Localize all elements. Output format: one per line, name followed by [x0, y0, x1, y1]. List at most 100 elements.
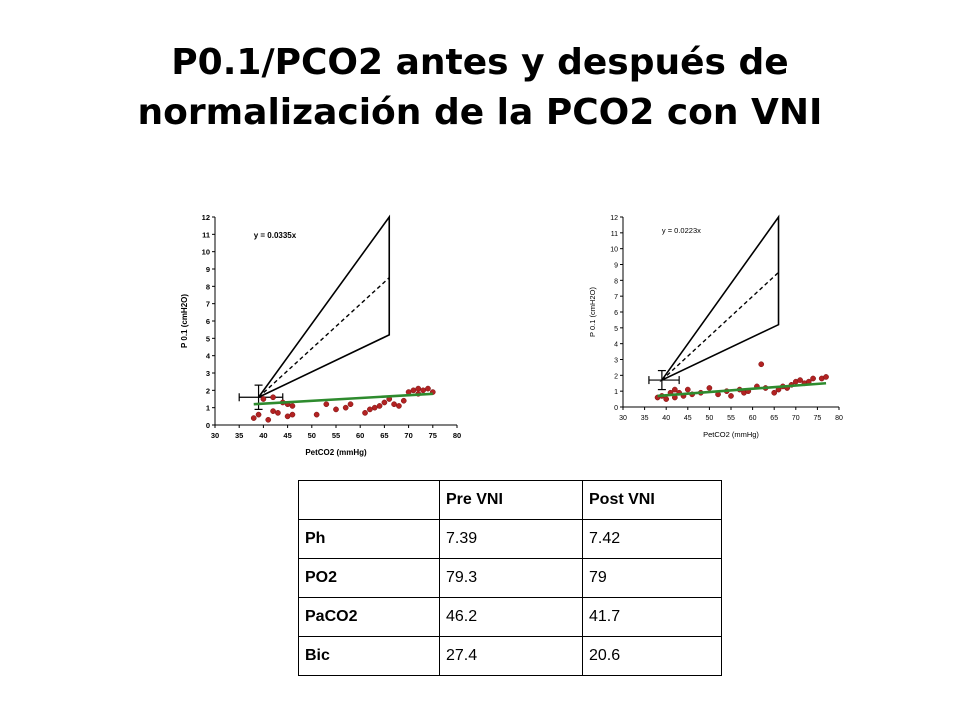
data-point: [415, 385, 422, 392]
y-tick-label: 8: [614, 278, 618, 285]
y-tick-label: 12: [610, 215, 618, 222]
y-tick-label: 9: [614, 263, 618, 270]
envelope-triangle: [659, 214, 780, 383]
slide-title: P0.1/PCO2 antes y después de normalizaci…: [0, 38, 960, 138]
x-tick-label: 35: [235, 431, 243, 440]
x-tick-label: 80: [835, 415, 843, 422]
y-tick-label: 0: [614, 405, 618, 412]
y-tick-label: 5: [614, 326, 618, 333]
y-tick-label: 3: [614, 358, 618, 365]
data-point: [342, 404, 349, 411]
table-header-cell: Pre VNI: [439, 480, 583, 520]
data-point: [265, 416, 272, 423]
table-header-cell: [298, 480, 440, 520]
data-point: [396, 403, 402, 409]
x-axis-label: PetCO2 (mmHg): [703, 430, 759, 439]
data-point: [771, 389, 778, 396]
data-point: [376, 403, 383, 409]
data-point: [367, 406, 373, 413]
x-tick-label: 60: [356, 431, 364, 440]
table-cell: 46.2: [439, 597, 583, 637]
fit-line: [253, 392, 433, 406]
data-point: [333, 406, 339, 413]
y-axis-label: P 0.1 (cmH2O): [180, 294, 189, 348]
data-point: [728, 393, 734, 399]
data-point: [410, 387, 417, 394]
data-point: [250, 415, 257, 421]
x-tick-label: 50: [706, 415, 714, 422]
data-point: [255, 411, 262, 418]
x-tick-label: 50: [308, 431, 316, 440]
title-line-1: P0.1/PCO2 antes y después de: [171, 42, 789, 83]
data-point: [810, 375, 816, 382]
data-point: [371, 404, 378, 411]
x-tick-label: 60: [749, 415, 757, 422]
data-point: [313, 411, 320, 418]
x-tick-label: 55: [727, 415, 735, 422]
y-tick-label: 11: [202, 230, 210, 239]
table-header-cell: Post VNI: [582, 480, 722, 520]
y-tick-label: 10: [202, 248, 210, 257]
y-tick-label: 10: [610, 247, 618, 254]
x-tick-label: 40: [259, 431, 267, 440]
x-tick-label: 65: [380, 431, 388, 440]
data-point: [270, 394, 276, 401]
equation-label: y = 0.0223x: [662, 226, 701, 235]
blood-gas-table: Pre VNI Post VNI Ph 7.39 7.42 PO2 79.3 7…: [298, 480, 722, 676]
table-cell: 7.39: [439, 519, 583, 559]
table-row: Ph 7.39 7.42: [298, 519, 722, 559]
table-cell: 79: [582, 558, 722, 598]
envelope-triangle: [257, 214, 391, 398]
y-tick-label: 7: [614, 294, 618, 301]
y-tick-label: 8: [206, 282, 210, 291]
data-point: [420, 387, 426, 394]
data-point: [823, 374, 829, 380]
y-tick-label: 3: [206, 369, 210, 378]
y-tick-label: 1: [206, 404, 210, 413]
table-cell: Ph: [298, 519, 440, 559]
title-line-2: normalización de la PCO2 con VNI: [137, 92, 823, 133]
y-tick-label: 7: [206, 300, 210, 309]
y-tick-label: 12: [202, 213, 210, 222]
data-point: [289, 411, 296, 418]
y-tick-label: 2: [206, 386, 210, 395]
y-tick-label: 11: [611, 231, 618, 238]
x-tick-label: 40: [662, 415, 670, 422]
y-tick-label: 2: [614, 373, 618, 380]
data-point: [671, 386, 678, 393]
x-tick-label: 75: [429, 431, 437, 440]
data-point: [289, 403, 296, 409]
data-point: [758, 361, 765, 368]
x-tick-label: 35: [641, 415, 649, 422]
table-cell: Bic: [298, 636, 440, 676]
x-tick-label: 80: [453, 431, 461, 440]
data-point: [797, 377, 803, 383]
data-point: [275, 410, 281, 416]
x-tick-label: 45: [283, 431, 291, 440]
data-point: [284, 413, 291, 420]
x-tick-label: 30: [619, 415, 627, 422]
table-row: PO2 79.3 79: [298, 558, 722, 598]
x-tick-label: 70: [792, 415, 800, 422]
x-axis-label: PetCO2 (mmHg): [305, 448, 367, 457]
table-cell: 20.6: [582, 636, 722, 676]
x-tick-label: 65: [770, 415, 778, 422]
data-point: [260, 396, 267, 402]
x-tick-label: 55: [332, 431, 340, 440]
data-point: [391, 401, 397, 408]
y-tick-label: 6: [614, 310, 618, 317]
y-tick-label: 0: [206, 421, 210, 430]
data-point: [425, 385, 431, 392]
x-tick-label: 70: [404, 431, 412, 440]
y-tick-label: 5: [206, 334, 210, 343]
table-row: PaCO2 46.2 41.7: [298, 597, 722, 637]
y-tick-label: 6: [206, 317, 210, 326]
y-tick-label: 4: [614, 342, 618, 349]
table-header-row: Pre VNI Post VNI: [298, 480, 722, 520]
table-cell: 7.42: [582, 519, 722, 559]
y-tick-label: 9: [206, 265, 210, 274]
table-cell: PO2: [298, 558, 440, 598]
data-point: [684, 386, 691, 393]
